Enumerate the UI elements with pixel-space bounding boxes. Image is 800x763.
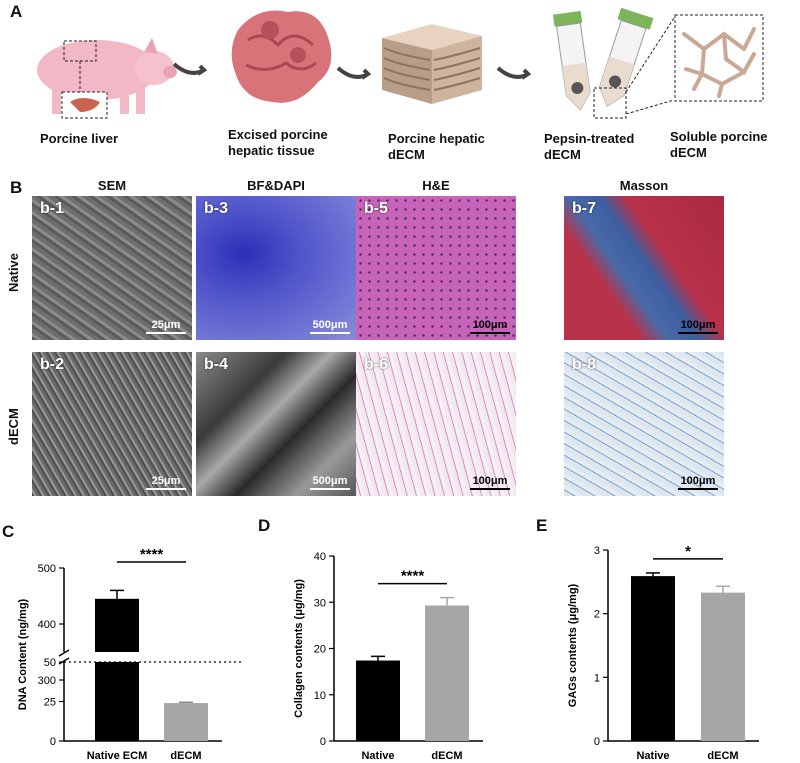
x-tick-label: dECM xyxy=(707,750,738,762)
column-header: H&E xyxy=(422,178,450,193)
arrow-icon xyxy=(336,66,372,80)
x-tick-label: Native xyxy=(361,750,394,762)
micrograph-tile: b-3 500μm xyxy=(196,196,356,340)
axis-break-mark xyxy=(58,657,70,665)
x-tick-label: Native xyxy=(636,750,669,762)
y-tick-label: 50 xyxy=(44,657,56,669)
y-tick-label: 25 xyxy=(44,697,56,709)
micrograph-tile: b-7 100μm xyxy=(564,196,724,340)
y-axis-label: GAGs contents (μg/mg) xyxy=(567,583,579,707)
y-tick-label: 20 xyxy=(314,644,326,656)
scale-bar: 100μm xyxy=(470,319,510,334)
panel-c-letter: C xyxy=(2,522,15,541)
y-axis-label: Collagen contents (μg/mg) xyxy=(293,579,305,718)
y-tick-label: 500 xyxy=(38,563,56,575)
scale-bar: 100μm xyxy=(470,475,510,490)
scale-bar: 500μm xyxy=(310,319,350,334)
pig-illustration xyxy=(37,38,177,119)
bar xyxy=(356,660,400,741)
axis-break-mark xyxy=(58,649,70,657)
bar xyxy=(631,576,675,741)
x-tick-label: dECM xyxy=(170,750,201,762)
pepsin-tubes-illustration xyxy=(552,7,654,119)
y-tick-label: 0 xyxy=(594,736,600,748)
bar xyxy=(95,598,139,652)
tile-label: b-7 xyxy=(572,200,596,217)
step-caption: Porcine liver xyxy=(40,131,119,146)
step-caption: Pepsin-treated dECM xyxy=(544,131,635,162)
x-tick-label: dECM xyxy=(431,750,462,762)
micrograph-tile: b-6 100μm xyxy=(356,352,516,496)
bar xyxy=(95,662,139,741)
tile-label: b-5 xyxy=(364,200,388,217)
bar xyxy=(164,703,208,741)
column-header: Masson xyxy=(619,178,669,193)
column-header: SEM xyxy=(97,178,127,193)
y-tick-label: 0 xyxy=(50,736,56,748)
y-tick-label: 2 xyxy=(594,609,600,621)
step-caption: Soluble porcine dECM xyxy=(670,129,768,160)
tile-label: b-3 xyxy=(204,200,228,217)
scale-bar: 100μm xyxy=(678,319,718,334)
zoom-leader-lines xyxy=(626,17,675,114)
arrow-icon xyxy=(172,62,208,76)
y-tick-label: 0 xyxy=(320,736,326,748)
micrograph-tile: b-8 100μm xyxy=(564,352,724,496)
panel-e-letter: E xyxy=(536,516,548,535)
tile-label: b-6 xyxy=(364,356,388,373)
tile-label: b-2 xyxy=(40,356,64,373)
y-tick-label: 10 xyxy=(314,690,326,702)
micrograph-tile: b-1 25μm xyxy=(32,196,192,340)
scale-bar: 25μm xyxy=(146,475,186,490)
column-header: BF&DAPI xyxy=(247,178,305,193)
tile-label: b-1 xyxy=(40,200,64,217)
bar xyxy=(425,605,469,741)
micrograph-tile: b-4 500μm xyxy=(196,352,356,496)
y-tick-label: 30 xyxy=(314,597,326,609)
significance-label: **** xyxy=(401,568,425,585)
micrograph-tile: b-2 25μm xyxy=(32,352,192,496)
scale-bar: 100μm xyxy=(678,475,718,490)
significance-label: * xyxy=(685,543,691,560)
decm-block-illustration xyxy=(382,24,482,104)
y-tick-label: 3 xyxy=(594,545,600,557)
y-axis-label: DNA Content (ng/mg) xyxy=(17,598,29,710)
row-header: Native xyxy=(6,252,21,292)
scale-bar: 25μm xyxy=(146,319,186,334)
panel-a-letter: A xyxy=(10,2,23,21)
tile-label: b-8 xyxy=(572,356,596,373)
scale-bar: 500μm xyxy=(310,475,350,490)
y-tick-label: 300 xyxy=(38,675,56,687)
excised-tissue-illustration xyxy=(231,10,332,103)
y-tick-label: 400 xyxy=(38,619,56,631)
tile-label: b-4 xyxy=(204,356,228,373)
y-tick-label: 1 xyxy=(594,672,600,684)
significance-label: **** xyxy=(140,546,164,563)
x-tick-label: Native ECM xyxy=(87,750,148,762)
panel-b-letter: B xyxy=(10,178,23,197)
row-header: dECM xyxy=(6,408,21,445)
bar xyxy=(701,592,745,741)
micrograph-tile: b-5 100μm xyxy=(356,196,516,340)
panel-d-letter: D xyxy=(258,516,271,535)
soluble-decm-network xyxy=(674,14,764,102)
step-caption: Porcine hepatic dECM xyxy=(388,131,485,162)
step-caption: Excised porcine hepatic tissue xyxy=(228,127,328,158)
arrow-icon xyxy=(496,66,532,80)
y-tick-label: 40 xyxy=(314,551,326,563)
